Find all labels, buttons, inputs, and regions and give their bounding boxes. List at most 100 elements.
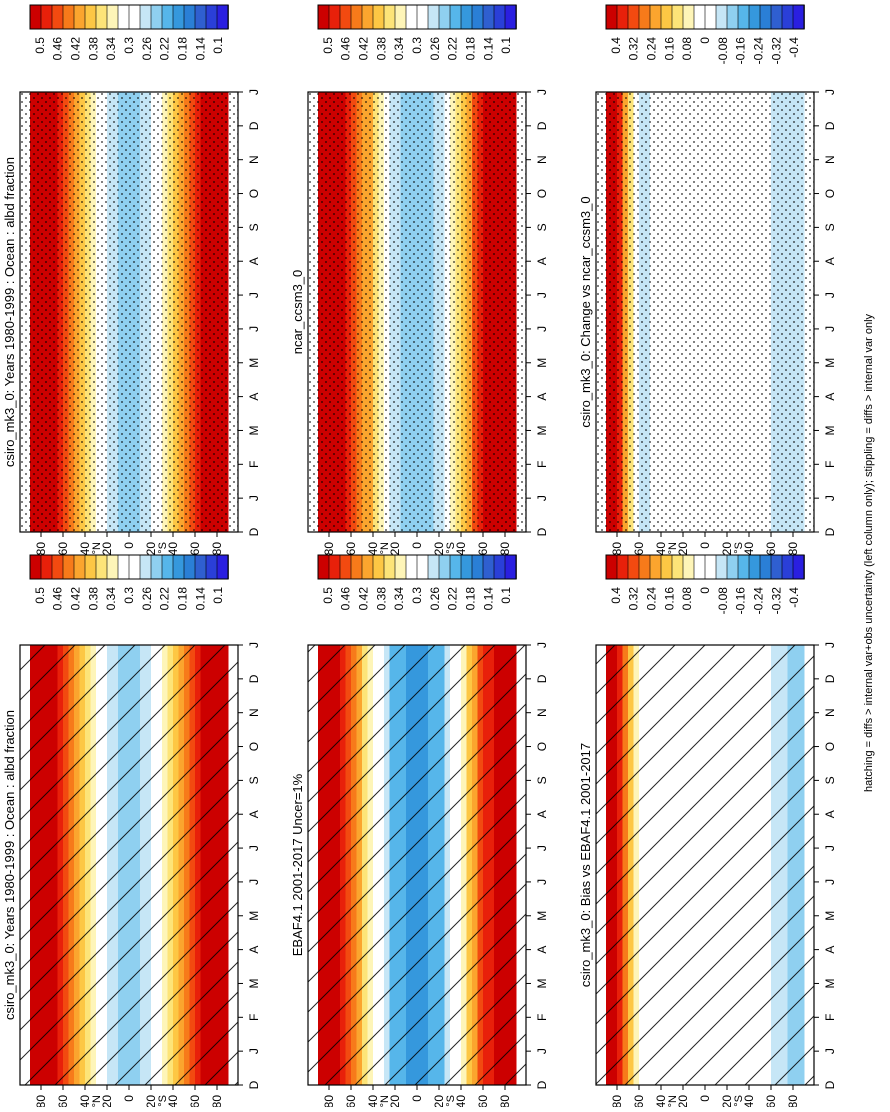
- colorbar-swatch: [737, 554, 750, 580]
- colorbar-label: 0.42: [69, 587, 83, 611]
- month-label: J: [535, 642, 549, 648]
- colorbar-swatch: [62, 554, 75, 580]
- colorbar-label: 0.08: [680, 37, 694, 61]
- month-label: D: [247, 527, 261, 536]
- lat-tick-label: 0: [122, 1095, 136, 1102]
- lat-tick-label: 60: [764, 1095, 778, 1107]
- colorbar-label: 0.46: [339, 587, 353, 611]
- lat-tick-label: 80: [34, 542, 48, 556]
- month-label: J: [247, 879, 261, 885]
- colorbar-swatch: [427, 554, 440, 580]
- colorbar-label: 0.1: [211, 587, 225, 604]
- colorbar-label: 0.5: [321, 37, 335, 54]
- colorbar-swatch: [638, 554, 651, 580]
- colorbar-swatch: [383, 4, 396, 30]
- colorbar-swatch: [682, 554, 695, 580]
- month-label: J: [535, 326, 549, 332]
- hemisphere-label-north: °N: [667, 1095, 679, 1107]
- colorbar-swatch: [29, 554, 42, 580]
- colorbar: 0.5 0.46 0.42 0.38 0.34 0.3 0.26 0.22 0.18 0.14 0.…: [317, 4, 517, 61]
- month-label: S: [823, 776, 837, 784]
- colorbar-swatch: [394, 4, 407, 30]
- colorbar-label: -0.16: [734, 37, 748, 65]
- colorbar-label: -0.08: [716, 37, 730, 65]
- stippling-overlay: [20, 92, 238, 532]
- colorbar-swatch: [638, 4, 651, 30]
- colorbar-label: 0.22: [446, 587, 460, 611]
- lat-tick-label: 20: [432, 1095, 446, 1107]
- colorbar-label: -0.4: [787, 37, 801, 58]
- month-label: M: [823, 911, 837, 921]
- colorbar-label: 0.14: [193, 37, 207, 61]
- lat-tick-label: 40: [366, 1095, 380, 1107]
- colorbar-swatch: [627, 554, 640, 580]
- hemisphere-label-north: °N: [91, 542, 103, 554]
- colorbar-swatch: [726, 554, 739, 580]
- month-label: A: [247, 257, 261, 265]
- stippling-overlay: [308, 92, 526, 532]
- lat-tick-label: 40: [742, 542, 756, 556]
- hatching-overlay: [308, 645, 526, 1085]
- lat-tick-label: 20: [388, 542, 402, 556]
- month-label: J: [823, 89, 837, 95]
- colorbar-swatch: [616, 554, 629, 580]
- colorbar-label: 0.16: [662, 587, 676, 611]
- lat-tick-label: 0: [122, 542, 136, 549]
- hatching-overlay: [596, 645, 814, 1085]
- colorbar-swatch: [671, 554, 684, 580]
- lat-tick-label: 80: [786, 1095, 800, 1107]
- colorbar-swatch: [660, 4, 673, 30]
- lat-tick-label: 60: [764, 542, 778, 556]
- colorbar-swatch: [84, 554, 97, 580]
- month-label: F: [247, 1014, 261, 1021]
- panel-5: 80 60 40 20 0 20 40 60 80 °N °S D J F M A M J J A S O N D Jncar_…: [290, 4, 549, 556]
- colorbar-label: 0.3: [122, 587, 136, 604]
- month-label: J: [535, 879, 549, 885]
- lat-tick-label: 80: [210, 542, 224, 556]
- colorbar-label: -0.4: [787, 587, 801, 608]
- month-label: J: [823, 495, 837, 501]
- month-label: D: [247, 1080, 261, 1089]
- month-label: F: [823, 461, 837, 468]
- colorbar-label: 0.14: [481, 587, 495, 611]
- colorbar-label: -0.08: [716, 587, 730, 615]
- colorbar-label: 0.14: [193, 587, 207, 611]
- month-label: N: [247, 155, 261, 164]
- colorbar-label: 0.34: [392, 587, 406, 611]
- colorbar-swatch: [460, 4, 473, 30]
- month-label: J: [247, 495, 261, 501]
- colorbar-frame: [605, 554, 805, 580]
- month-label: M: [535, 425, 549, 435]
- colorbar-label: 0.22: [158, 587, 172, 611]
- month-label: S: [247, 223, 261, 231]
- colorbar-swatch: [781, 554, 794, 580]
- colorbar-label: 0.38: [374, 587, 388, 611]
- colorbar-label: 0.46: [339, 37, 353, 61]
- panel-1: 80 60 40 20 0 20 40 60 80 °N °S D J F M A M J J A S O N D Jcsiro…: [2, 554, 261, 1108]
- lat-tick-label: 20: [144, 542, 158, 556]
- month-label: N: [247, 708, 261, 717]
- colorbar: 0.5 0.46 0.42 0.38 0.34 0.3 0.26 0.22 0.18 0.14 0.…: [29, 554, 229, 611]
- month-label: O: [823, 189, 837, 198]
- month-label: F: [823, 1014, 837, 1021]
- colorbar-swatch: [693, 554, 706, 580]
- colorbar-swatch: [350, 554, 363, 580]
- month-label: O: [535, 742, 549, 751]
- colorbar-label: -0.24: [751, 587, 765, 615]
- lat-tick-label: 60: [56, 1095, 70, 1107]
- month-label: M: [535, 978, 549, 988]
- hemisphere-label-south: °S: [157, 1095, 169, 1107]
- colorbar-frame: [29, 554, 229, 580]
- colorbar-swatch: [139, 554, 152, 580]
- colorbar-label: 0.3: [410, 37, 424, 54]
- colorbar-label: 0.3: [122, 37, 136, 54]
- lat-tick-label: 40: [454, 1095, 468, 1107]
- colorbar-swatch: [106, 554, 119, 580]
- colorbar-swatch: [438, 4, 451, 30]
- month-label: N: [535, 155, 549, 164]
- colorbar-swatch: [770, 554, 783, 580]
- colorbar-swatch: [704, 4, 717, 30]
- colorbar-swatch: [62, 4, 75, 30]
- lat-tick-label: 20: [388, 1095, 402, 1107]
- colorbar-swatch: [95, 4, 108, 30]
